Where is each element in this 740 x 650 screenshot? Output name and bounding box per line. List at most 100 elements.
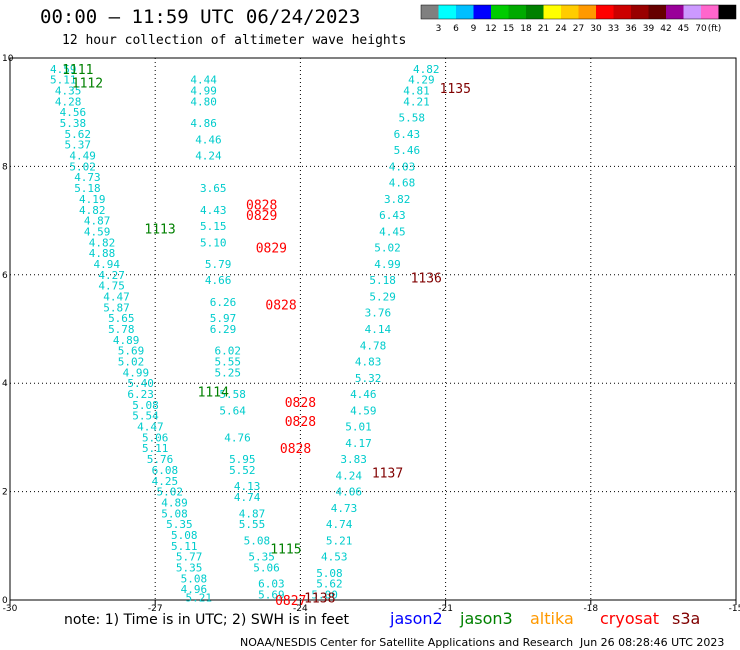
swh-value-label: 4.13: [234, 480, 261, 493]
swh-value-label: 5.54: [132, 410, 159, 423]
swh-value-label: 4.24: [336, 469, 363, 482]
swh-value-label: 4.45: [379, 225, 406, 238]
swh-value-label: 4.74: [234, 491, 261, 504]
color-scale-swatch: [456, 5, 474, 19]
swh-value-label: 4.56: [60, 106, 87, 119]
swh-value-label: 4.73: [331, 502, 358, 515]
swh-value-label: 5.08: [316, 567, 343, 580]
swh-value-label: 5.06: [142, 431, 169, 444]
swh-value-label: 4.68: [389, 177, 416, 190]
color-scale-label: 33: [608, 24, 619, 34]
color-scale-label: 3: [436, 24, 442, 34]
swh-value-label: 5.46: [394, 144, 421, 157]
satellite-cryosat: cryosat: [600, 609, 660, 628]
y-tick-label: 2: [2, 488, 8, 498]
swh-value-label: 5.65: [108, 312, 135, 325]
color-scale-label: 30: [590, 24, 602, 34]
swh-value-label: 6.02: [215, 345, 242, 358]
swh-value-label: 3.65: [200, 182, 227, 195]
pass-time-label: 0828: [285, 415, 316, 430]
swh-value-label: 5.62: [316, 578, 343, 591]
swh-value-label: 4.82: [79, 204, 106, 217]
swh-value-label: 5.69: [118, 345, 145, 358]
generation-timestamp: Jun 26 08:28:46 UTC 2023: [580, 636, 725, 649]
swh-value-label: 5.21: [186, 591, 213, 604]
swh-value-label: 4.94: [94, 258, 121, 271]
swh-value-label: 4.86: [190, 117, 217, 130]
swh-value-label: 4.27: [98, 269, 125, 282]
x-tick-label: -24: [293, 604, 308, 614]
color-scale-swatch: [508, 5, 526, 19]
swh-value-label: 5.02: [69, 160, 96, 173]
y-tick-label: 6: [2, 271, 8, 281]
swh-value-label: 4.29: [408, 74, 435, 87]
swh-value-label: 5.10: [200, 236, 227, 249]
swh-value-label: 5.15: [200, 220, 227, 233]
swh-value-label: 4.82: [413, 63, 440, 76]
swh-value-label: 5.06: [253, 561, 280, 574]
color-scale-swatch: [613, 5, 631, 19]
pass-time-label: 1138: [304, 591, 335, 606]
swh-value-label: 4.81: [403, 85, 430, 98]
swh-value-label: 5.76: [147, 453, 174, 466]
pass-time-label: 0828: [285, 396, 316, 411]
color-scale-label: 36: [625, 24, 637, 34]
swh-value-label: 4.03: [389, 160, 416, 173]
swh-value-label: 5.02: [118, 356, 145, 369]
plot-frame: [9, 57, 737, 601]
swh-value-label: 3.76: [365, 307, 392, 320]
y-tick-label: 4: [2, 379, 8, 389]
color-scale-label: 39: [643, 24, 655, 34]
swh-value-label: 4.99: [123, 366, 150, 379]
color-scale-label: (ft): [708, 24, 722, 34]
color-scale-label: 12: [485, 24, 496, 34]
color-scale-label: 24: [555, 24, 567, 34]
swh-value-label: 5.58: [219, 388, 246, 401]
pass-time-label: 1113: [144, 223, 175, 238]
pass-time-label: 0828: [246, 198, 277, 213]
swh-value-label: 4.44: [190, 74, 217, 87]
swh-value-label: 4.53: [321, 551, 348, 564]
swh-value-label: 6.23: [127, 388, 154, 401]
swh-value-label: 4.82: [89, 236, 116, 249]
swh-value-label: 3.83: [340, 453, 367, 466]
color-scale-label: 27: [573, 24, 584, 34]
swh-value-label: 4.49: [69, 150, 96, 163]
swh-value-label: 4.99: [374, 258, 401, 271]
swh-value-label: 6.08: [152, 464, 179, 477]
swh-value-label: 5.69: [258, 589, 285, 602]
x-tick-label: -15: [729, 604, 740, 614]
swh-value-label: 5.25: [215, 366, 242, 379]
swh-value-label: 5.11: [171, 540, 198, 553]
swh-value-label: 4.21: [403, 95, 430, 108]
credit-line: NOAA/NESDIS Center for Satellite Applica…: [240, 636, 574, 649]
swh-value-label: 5.35: [176, 561, 203, 574]
swh-value-label: 5.55: [239, 518, 266, 531]
satellite-altika: altika: [530, 609, 574, 628]
swh-value-label: 6.43: [379, 209, 406, 222]
swh-value-label: 5.18: [74, 182, 101, 195]
satellite-s3a: s3a: [672, 609, 701, 628]
swh-value-label: 5.78: [108, 323, 135, 336]
swh-value-label: 4.19: [79, 193, 106, 206]
swh-value-label: 6.26: [210, 296, 237, 309]
pass-time-label: 1114: [198, 385, 229, 400]
swh-value-label: 4.43: [200, 204, 227, 217]
color-scale-swatch: [438, 5, 456, 19]
swh-value-label: 5.32: [355, 372, 382, 385]
swh-value-label: 5.58: [398, 112, 425, 125]
swh-value-label: 4.46: [195, 133, 222, 146]
color-scale-label: 45: [678, 24, 689, 34]
swh-value-label: 4.96: [181, 583, 208, 596]
swh-value-label: 5.11: [50, 74, 77, 87]
swh-value-label: 4.80: [190, 95, 217, 108]
pass-time-label: 0827: [275, 594, 306, 609]
swh-value-label: 5.02: [374, 242, 401, 255]
swh-value-label: 4.06: [336, 486, 363, 499]
pass-time-label: 0829: [246, 209, 277, 224]
color-scale-swatch: [683, 5, 701, 19]
pass-time-label: 1112: [72, 76, 103, 91]
satellite-jason2: jason2: [390, 609, 443, 628]
color-scale-swatch: [718, 5, 736, 19]
swh-value-label: 4.87: [239, 507, 266, 520]
